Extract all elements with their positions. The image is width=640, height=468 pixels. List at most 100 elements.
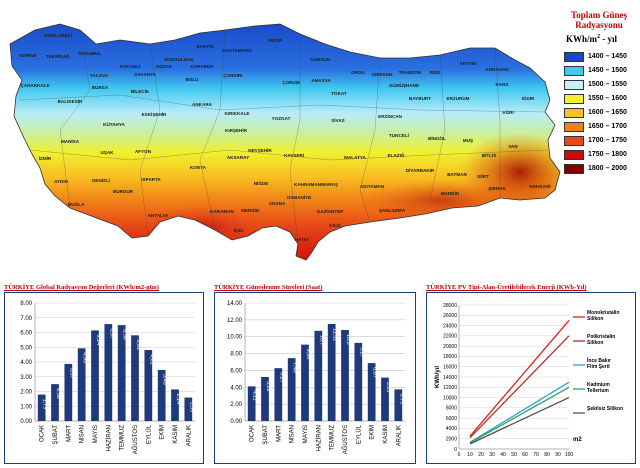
legend-item: 1750 – 1800 <box>564 150 640 160</box>
x-category-label: AĞUSTOS <box>342 425 349 454</box>
legend-swatch <box>564 94 584 104</box>
x-category-label: EYLÜL <box>145 424 152 444</box>
bar-value-label: 1,59 <box>188 402 194 413</box>
province-label: AKSARAY <box>227 155 249 160</box>
province-label: ADANA <box>269 201 286 206</box>
province-label: OSMANİYE <box>287 194 312 200</box>
bar <box>104 324 113 421</box>
legend-label: Şekilsiz Silikon <box>587 406 623 412</box>
bar-value-label: 9,06 <box>305 349 311 360</box>
bar <box>91 330 99 421</box>
bar <box>287 358 296 421</box>
pv-panel: TÜRKİYE PV Tipi-Alan-Üretilebilecek Ener… <box>426 284 636 464</box>
legend-label: 1550 – 1600 <box>588 95 627 102</box>
province-label: KARS <box>495 82 508 87</box>
x-category-label: EYLÜL <box>355 424 362 444</box>
province-label: AYDIN <box>54 179 69 184</box>
y-tick-label: 5.00 <box>20 345 32 351</box>
x-category-label: MAYIS <box>93 425 99 443</box>
province-label: MARDİN <box>441 190 460 196</box>
province-label: GİRESUN <box>372 71 394 77</box>
y-tick-label: 2.00 <box>230 402 242 408</box>
province-label: AFYON <box>135 149 152 154</box>
bar-value-label: 4,11 <box>252 390 258 400</box>
province-label: ŞIRNAK <box>488 186 506 191</box>
x-tick-label: 90 <box>555 452 561 458</box>
province-label: BURSA <box>92 85 109 90</box>
bar-value-label: 4,81 <box>148 354 154 365</box>
legend-title-line1: Toplam Güneş <box>571 10 627 20</box>
legend-unit-main: KWh/m <box>566 34 598 44</box>
y-tick-label: 18000 <box>443 354 457 360</box>
province-label: KIRŞEHİR <box>225 127 248 133</box>
bar <box>261 377 269 421</box>
province-label: ARTVİN <box>459 60 477 66</box>
legend-item: 1500 – 1550 <box>564 80 640 90</box>
legend-swatch <box>564 136 584 146</box>
x-tick-label: 70 <box>533 452 539 458</box>
bar-value-label: 6,27 <box>278 372 284 383</box>
bar-value-label: 11,51 <box>332 328 338 341</box>
province-label: ELAZIĞ <box>388 151 405 158</box>
legend-unit: KWh/m2 - yıl <box>566 34 617 44</box>
province-label: DÜZCE <box>156 63 172 69</box>
bar <box>381 377 389 421</box>
legend-label: Film Şerit <box>587 364 610 370</box>
bar-value-label: 9,27 <box>358 347 364 358</box>
map-legend: Toplam Güneş Radyasyonu KWh/m2 - yıl 140… <box>560 8 640 178</box>
province-label: TRABZON <box>399 70 422 75</box>
province-label: GÜMÜŞHANE <box>389 82 419 88</box>
bar-value-label: 4,93 <box>82 352 88 363</box>
x-tick-label: 100 <box>565 452 574 458</box>
province-label: DENİZLİ <box>92 177 110 183</box>
bar <box>394 389 403 421</box>
province-label: KASTAMONU <box>222 48 252 53</box>
x-category-label: ARALIK <box>186 425 192 446</box>
sunshine-bar-chart: 0.00 2.00 4.00 6.00 8.00 10.00 12.00 14.00 4,11 O… <box>227 301 405 454</box>
radiation-chart-title: TÜRKİYE Global Radyasyon Değerleri (KWh/… <box>4 284 159 291</box>
province-label: ANKARA <box>192 102 213 107</box>
pv-chart-frame: 0 2000 4000 6000 8000 10000 12000 14000 16000 180… <box>426 292 636 464</box>
legend-label: 1750 – 1800 <box>588 151 627 158</box>
province-label: ERZİNCAN <box>378 113 402 119</box>
y-tick-label: 3.00 <box>20 375 32 381</box>
bar <box>144 350 153 421</box>
province-label: DİYARBAKIR <box>406 167 435 173</box>
legend-item: 1800 – 2000 <box>564 164 640 174</box>
bar-value-label: 3,46 <box>162 374 168 385</box>
legend-item: 1650 – 1700 <box>564 122 640 132</box>
y-tick-label: 0 <box>454 447 457 453</box>
province-label: MERSİN <box>241 207 260 213</box>
province-label: KİLİS <box>329 222 341 228</box>
series-line <box>469 335 570 439</box>
province-label: TEKİRDAĞ <box>46 52 70 59</box>
sunshine-chart-title: TÜRKİYE Güneşlenme Süreleri (Saat) <box>214 284 323 291</box>
province-label: KAYSERİ <box>284 152 304 158</box>
legend-title: Toplam Güneş Radyasyonu <box>560 10 638 30</box>
x-category-label: KASIM <box>173 425 179 444</box>
x-category-label: OCAK <box>40 425 46 442</box>
y-tick-label: 12000 <box>443 385 457 391</box>
bar-value-label: 5,22 <box>265 381 271 392</box>
legend-item: 1600 – 1650 <box>564 108 640 118</box>
province-label: HATAY <box>295 237 310 242</box>
province-label: SAMSUN <box>310 57 331 62</box>
bar <box>367 363 376 421</box>
province-label: HAKKARİ <box>529 183 550 189</box>
province-label: TOKAT <box>331 91 347 96</box>
x-tick-label: 0 <box>458 452 461 458</box>
y-tick-label: 2000 <box>446 437 457 443</box>
x-category-label: TEMMUZ <box>120 425 126 451</box>
province-label: YALOVA <box>90 73 109 78</box>
y-tick-label: 14.00 <box>227 301 243 307</box>
y-tick-label: 10000 <box>443 395 457 401</box>
bar <box>51 384 59 421</box>
bar <box>354 342 363 421</box>
bar-value-label: 10,7 <box>318 335 324 346</box>
legend-title-line2: Radyasyonu <box>575 20 623 30</box>
pv-chart-title: TÜRKİYE PV Tipi-Alan-Üretilebilecek Ener… <box>426 284 587 291</box>
x-tick-label: 30 <box>489 452 495 458</box>
province-label: NEVŞEHİR <box>248 147 272 153</box>
province-label: KIRKLARELİ <box>44 32 72 38</box>
province-label: ÇANKIRI <box>223 73 242 78</box>
